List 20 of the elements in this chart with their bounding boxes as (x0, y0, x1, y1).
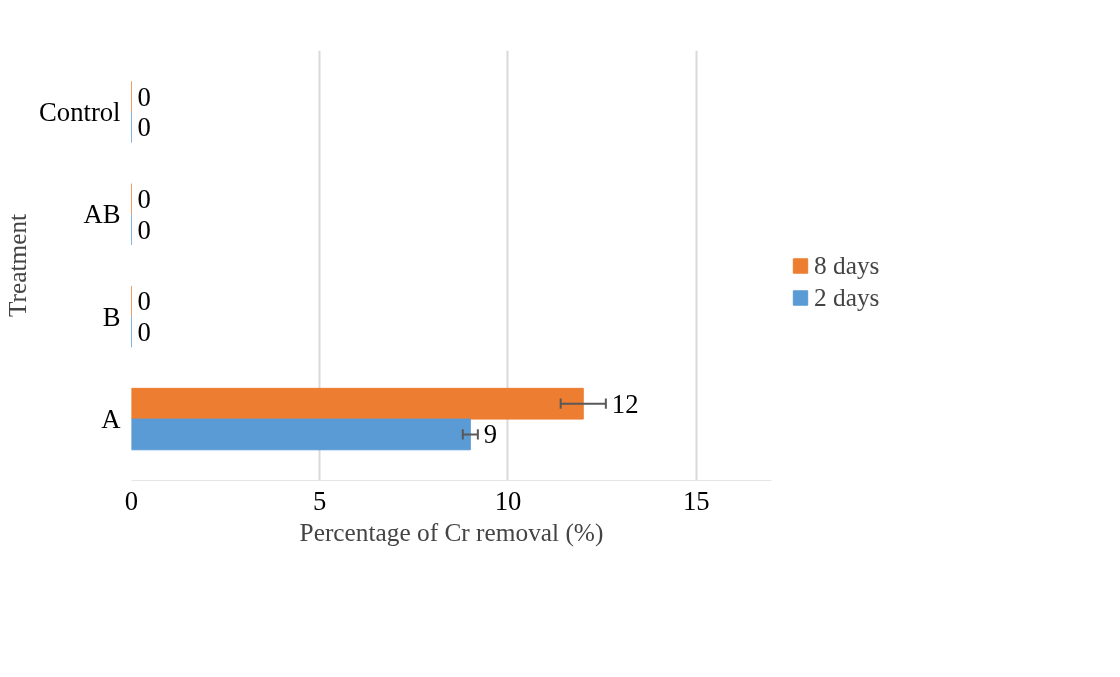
data-label: 0 (137, 317, 151, 348)
data-label: 9 (483, 419, 498, 450)
legend-label: 8 days (814, 250, 880, 280)
data-label: 0 (137, 81, 151, 112)
legend-label: 2 days (814, 282, 880, 312)
x-tick-label: 5 (313, 485, 327, 516)
y-tick-label: A (101, 404, 122, 435)
x-tick-label: 0 (124, 485, 139, 516)
y-tick-label: AB (83, 199, 121, 230)
y-tick-label: Control (39, 96, 121, 127)
y-axis-title: Treatment (3, 213, 32, 318)
data-label: 0 (137, 183, 151, 214)
x-axis-title: Percentage of Cr removal (%) (299, 517, 604, 547)
data-label: 0 (137, 112, 151, 143)
x-tick-label: 10 (494, 485, 522, 516)
x-tick-label: 15 (682, 485, 710, 516)
data-label: 0 (137, 286, 151, 317)
data-label: 0 (137, 214, 151, 245)
data-label: 12 (611, 388, 639, 419)
y-tick-label: B (102, 301, 121, 332)
